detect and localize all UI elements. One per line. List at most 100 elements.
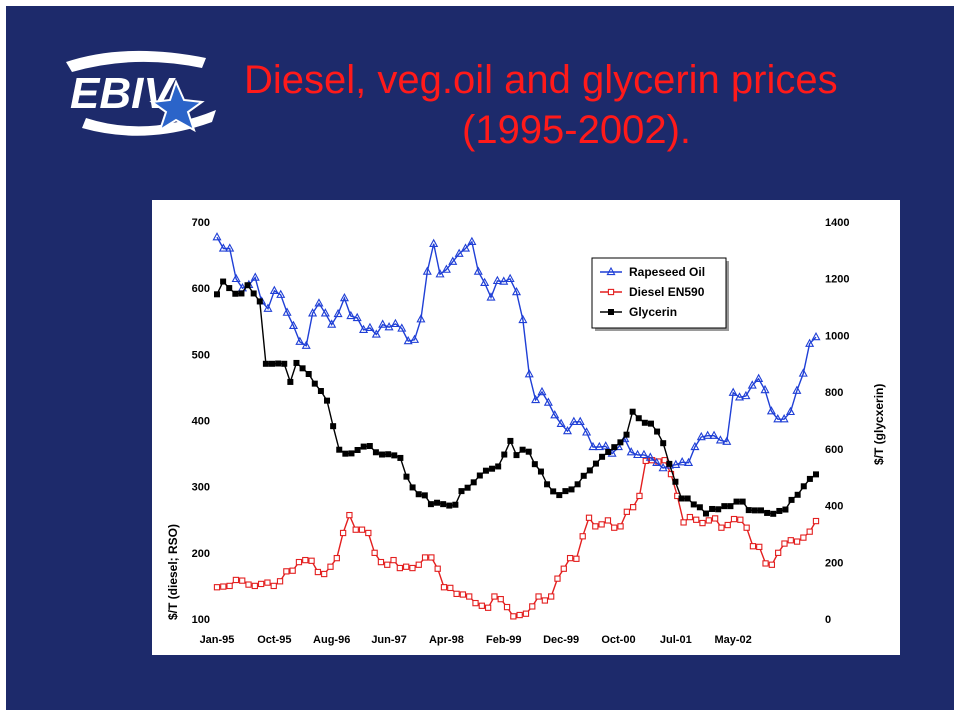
data-point bbox=[372, 449, 379, 456]
data-point bbox=[667, 470, 675, 478]
data-point bbox=[718, 524, 725, 531]
data-point bbox=[213, 584, 221, 591]
data-point bbox=[212, 232, 222, 241]
data-point bbox=[384, 322, 394, 331]
data-point bbox=[314, 298, 324, 307]
logo-icon: ΕΒΙV bbox=[66, 50, 216, 136]
data-point bbox=[384, 561, 391, 568]
data-point bbox=[575, 416, 585, 425]
data-point bbox=[336, 446, 343, 453]
right-axis-ticks: 0 200 400 600 800 1000 1200 1400 bbox=[825, 217, 849, 626]
left-y-tick-label: 600 bbox=[192, 283, 210, 295]
data-point bbox=[711, 515, 719, 522]
data-point bbox=[798, 368, 808, 377]
data-point bbox=[513, 452, 520, 459]
data-point bbox=[566, 554, 574, 562]
data-point bbox=[788, 496, 795, 503]
data-point bbox=[671, 459, 681, 468]
data-point bbox=[524, 369, 534, 378]
data-point bbox=[416, 314, 426, 323]
data-point bbox=[458, 488, 465, 495]
data-point bbox=[739, 498, 746, 505]
data-point bbox=[775, 549, 782, 556]
data-point bbox=[629, 504, 637, 511]
data-point bbox=[800, 534, 807, 541]
data-point bbox=[743, 524, 750, 531]
data-point bbox=[633, 449, 643, 459]
data-point bbox=[779, 414, 789, 423]
data-point bbox=[422, 266, 432, 275]
x-tick-label: Jan-95 bbox=[200, 634, 235, 646]
data-point bbox=[507, 437, 514, 444]
data-point bbox=[745, 507, 752, 514]
data-point bbox=[794, 491, 801, 498]
data-point bbox=[642, 457, 649, 465]
data-point bbox=[348, 450, 355, 457]
data-point bbox=[320, 308, 330, 317]
data-point bbox=[464, 484, 471, 491]
data-point bbox=[727, 503, 734, 510]
data-point bbox=[366, 443, 373, 450]
data-point bbox=[489, 465, 496, 472]
data-point bbox=[660, 440, 667, 447]
data-point bbox=[654, 428, 661, 435]
data-point bbox=[749, 543, 757, 550]
data-point bbox=[238, 290, 245, 297]
data-point bbox=[730, 515, 738, 523]
data-point bbox=[390, 318, 400, 328]
series-line bbox=[216, 459, 817, 618]
data-point bbox=[302, 556, 309, 564]
left-y-tick-label: 200 bbox=[192, 548, 210, 560]
data-point bbox=[531, 394, 541, 404]
data-point bbox=[352, 526, 359, 533]
data-point bbox=[543, 397, 553, 406]
data-point bbox=[311, 380, 318, 387]
data-point bbox=[550, 488, 557, 495]
data-point bbox=[434, 565, 441, 572]
data-point bbox=[231, 273, 241, 283]
data-point bbox=[421, 492, 428, 499]
data-point bbox=[696, 431, 706, 441]
x-tick-label: Jun-97 bbox=[371, 634, 406, 646]
data-point bbox=[586, 467, 593, 474]
data-point bbox=[556, 418, 566, 427]
data-point bbox=[522, 610, 530, 617]
data-point bbox=[478, 602, 485, 609]
data-point bbox=[511, 286, 522, 296]
data-point bbox=[684, 457, 694, 466]
price-chart: 100 200 300 400 500 600 700 0 200 400 600 800 1000 1… bbox=[166, 217, 886, 646]
x-tick-label: Oct-00 bbox=[601, 634, 635, 646]
data-point bbox=[617, 439, 624, 446]
data-point bbox=[283, 568, 290, 575]
left-y-tick-label: 700 bbox=[192, 217, 210, 229]
data-point bbox=[722, 436, 732, 445]
slide-title-line2: (1995-2002). bbox=[462, 108, 692, 152]
data-point bbox=[550, 410, 560, 419]
x-tick-label: Apr-98 bbox=[429, 634, 464, 646]
data-point bbox=[497, 595, 504, 603]
data-point bbox=[641, 419, 648, 426]
data-point bbox=[346, 511, 353, 519]
data-point bbox=[516, 611, 523, 619]
data-point bbox=[354, 446, 361, 453]
data-point bbox=[226, 285, 233, 292]
data-point bbox=[473, 266, 483, 275]
data-point bbox=[232, 290, 239, 297]
data-point bbox=[666, 460, 673, 467]
data-point bbox=[645, 452, 655, 461]
data-point bbox=[652, 457, 662, 466]
x-tick-label: Jul-01 bbox=[660, 634, 692, 646]
data-point bbox=[623, 431, 630, 438]
left-axis-title: $/T (diesel; RSO) bbox=[166, 524, 180, 620]
data-point bbox=[339, 529, 347, 537]
data-point bbox=[554, 575, 561, 582]
data-point bbox=[582, 427, 592, 436]
data-point bbox=[724, 521, 731, 529]
data-point bbox=[470, 479, 477, 486]
data-point bbox=[263, 303, 273, 312]
series-rapeseed-oil bbox=[212, 232, 821, 472]
data-point bbox=[403, 563, 410, 570]
data-point bbox=[805, 338, 815, 347]
data-point bbox=[690, 501, 697, 508]
data-point bbox=[448, 256, 458, 265]
